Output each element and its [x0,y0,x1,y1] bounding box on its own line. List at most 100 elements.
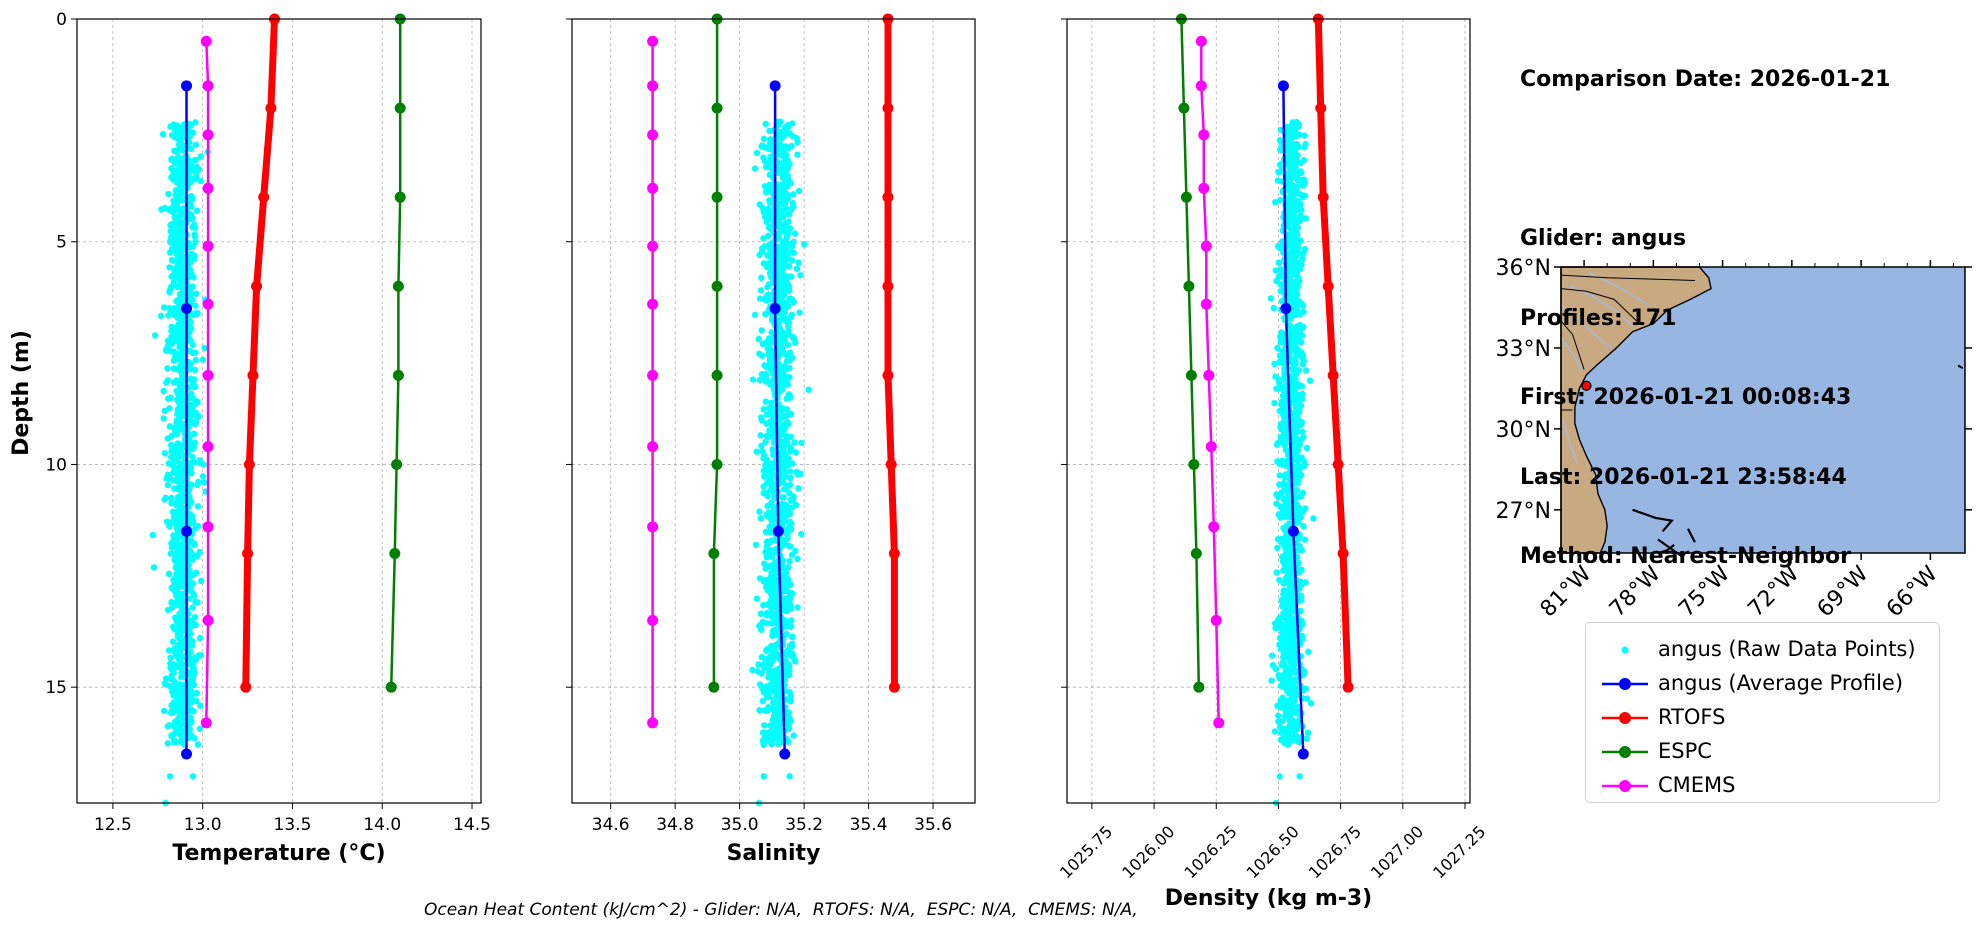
raw-point [780,364,788,372]
raw-point [171,599,178,606]
raw-point [764,479,771,486]
series-marker-rtofs [1327,369,1339,381]
raw-point [179,669,186,676]
raw-point [162,675,170,682]
raw-point [168,672,175,679]
series-marker-espc [711,369,723,381]
raw-point [176,635,183,642]
raw-point [763,554,771,561]
raw-point [170,737,178,744]
raw-point [164,342,171,350]
glider-position-marker [1581,380,1592,391]
raw-point [777,298,784,306]
raw-point [1275,168,1282,176]
raw-point [1293,486,1301,494]
raw-point [753,595,760,602]
raw-point [1297,436,1305,444]
raw-point [187,686,194,694]
legend-symbol-rtofs [1602,712,1648,724]
raw-point [176,601,183,609]
raw-point [751,165,759,172]
series-marker-espc [711,458,723,470]
raw-point [187,714,194,721]
series-cmems [1195,35,1225,729]
raw-point [186,133,193,140]
series-marker-espc [1188,458,1200,470]
raw-point [1303,695,1311,702]
raw-point [794,555,801,563]
raw-point [178,548,185,555]
raw-point [756,707,763,714]
raw-point [1294,283,1302,290]
raw-point [789,199,796,207]
raw-point [174,530,181,538]
raw-point [189,453,196,461]
raw-point [158,206,165,213]
series-marker-espc [708,548,720,560]
raw-point [798,439,805,447]
raw-point [168,544,176,551]
raw-point [785,282,792,289]
raw-point [1278,439,1285,446]
raw-point [785,273,792,280]
raw-point [765,674,772,681]
raw-point [789,354,796,361]
raw-point [1293,272,1301,280]
raw-point [753,149,761,157]
river [1560,336,1583,370]
raw-point [174,274,182,281]
last-profile-time: Last: 2026-01-21 23:58:44 [1520,464,1847,490]
raw-point [1300,323,1307,331]
raw-point [1294,124,1301,131]
series-marker-glider_avg [1297,748,1309,760]
raw-point [792,449,800,456]
raw-point [759,340,767,348]
raw-point [756,508,763,515]
raw-point [778,381,786,389]
x-tick-label: 34.6 [592,815,630,835]
raw-point [193,175,200,182]
raw-point [1282,501,1289,508]
profile-panel-3: 1025.75 1026.00 1026.25 1026.50 1026.75 1027.… [1056,13,1489,911]
raw-point [793,265,801,272]
raw-point [191,157,198,164]
raw-point [191,366,199,374]
raw-point [777,280,784,288]
raw-point [766,345,773,352]
raw-point [159,131,167,138]
raw-point [165,570,173,577]
series-marker-glider_avg [779,748,791,760]
profile-panel-2: 34.6 34.8 35.0 35.2 35.4 35.6 Salinity [566,13,976,866]
raw-point [170,336,177,343]
raw-point [152,332,159,339]
raw-point [777,701,784,708]
x-tick-label: 13.5 [274,815,312,835]
raw-point [780,193,787,200]
raw-point [1284,675,1291,683]
x-tick-label: 1025.75 [1056,822,1116,882]
series-espc [1175,13,1205,693]
raw-point [1280,580,1288,587]
raw-point [1275,616,1282,623]
raw-point [178,378,185,385]
legend-symbol-cmems [1602,780,1648,792]
raw-point [173,485,180,492]
raw-point [780,494,787,501]
raw-point [794,151,801,158]
raw-point [1287,659,1295,666]
raw-point [1286,624,1294,631]
raw-point [1286,690,1293,697]
raw-point [1287,311,1295,318]
raw-point [775,740,782,747]
raw-point [778,311,786,318]
raw-point [1285,276,1293,283]
raw-point [1277,621,1284,629]
raw-point [761,362,768,369]
raw-point [192,238,199,246]
raw-point [785,263,793,270]
series-marker-cmems [647,240,659,252]
raw-point [192,302,199,309]
raw-point [196,459,203,467]
raw-point [756,575,764,582]
raw-point [787,179,794,187]
